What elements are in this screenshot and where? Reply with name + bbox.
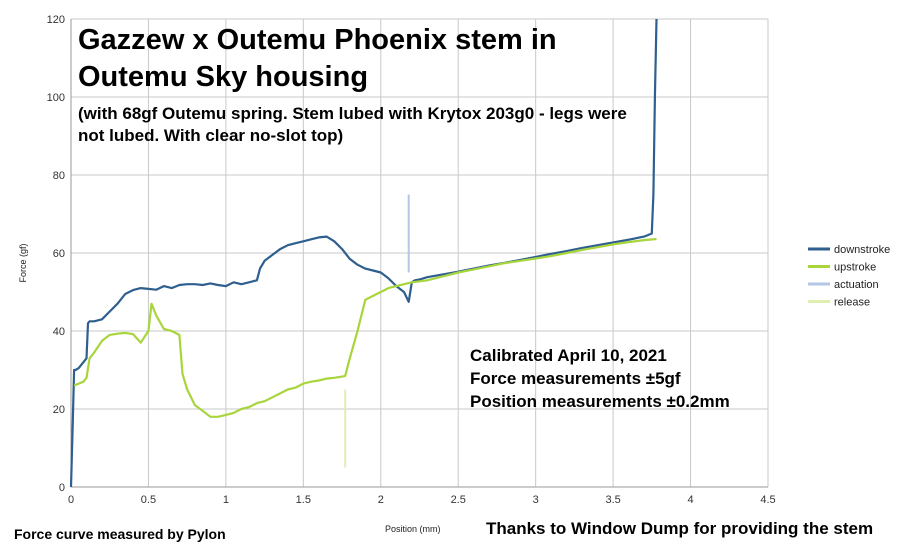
annotation-force-accuracy: Force measurements ±5gf bbox=[470, 369, 681, 388]
legend-label-actuation: actuation bbox=[834, 279, 879, 291]
y-axis-label: Force (gf) bbox=[18, 243, 28, 282]
x-tick-label: 4 bbox=[687, 494, 693, 506]
x-tick-label: 4.5 bbox=[760, 494, 775, 506]
x-tick-label: 0 bbox=[68, 494, 74, 506]
annotation-calibrated: Calibrated April 10, 2021 bbox=[470, 346, 667, 365]
chart-subtitle: (with 68gf Outemu spring. Stem lubed wit… bbox=[78, 104, 627, 145]
y-tick-label: 80 bbox=[53, 170, 65, 182]
x-tick-label: 2 bbox=[378, 494, 384, 506]
legend-label-upstroke: upstroke bbox=[834, 262, 876, 274]
x-tick-label: 2.5 bbox=[451, 494, 466, 506]
x-axis-label: Position (mm) bbox=[385, 524, 441, 534]
calibration-notes: Calibrated April 10, 2021 Force measurem… bbox=[470, 344, 730, 413]
x-tick-label: 1 bbox=[223, 494, 229, 506]
y-tick-label: 20 bbox=[53, 404, 65, 416]
x-tick-label: 1.5 bbox=[296, 494, 311, 506]
chart-title: Gazzew x Outemu Phoenix stem in Outemu S… bbox=[78, 24, 557, 93]
legend-label-downstroke: downstroke bbox=[834, 244, 890, 256]
y-tick-label: 0 bbox=[59, 482, 65, 494]
annotation-position-accuracy: Position measurements ±0.2mm bbox=[470, 392, 730, 411]
x-tick-label: 0.5 bbox=[141, 494, 156, 506]
x-tick-label: 3 bbox=[533, 494, 539, 506]
y-tick-label: 120 bbox=[47, 14, 65, 26]
y-tick-label: 100 bbox=[47, 92, 65, 104]
footer-credit-left: Force curve measured by Pylon bbox=[14, 526, 226, 542]
y-tick-label: 40 bbox=[53, 326, 65, 338]
series-line-upstroke bbox=[73, 237, 657, 418]
y-tick-label: 60 bbox=[53, 248, 65, 260]
legend-label-release: release bbox=[834, 297, 870, 309]
footer-credit-right: Thanks to Window Dump for providing the … bbox=[486, 519, 874, 538]
x-tick-label: 3.5 bbox=[605, 494, 620, 506]
